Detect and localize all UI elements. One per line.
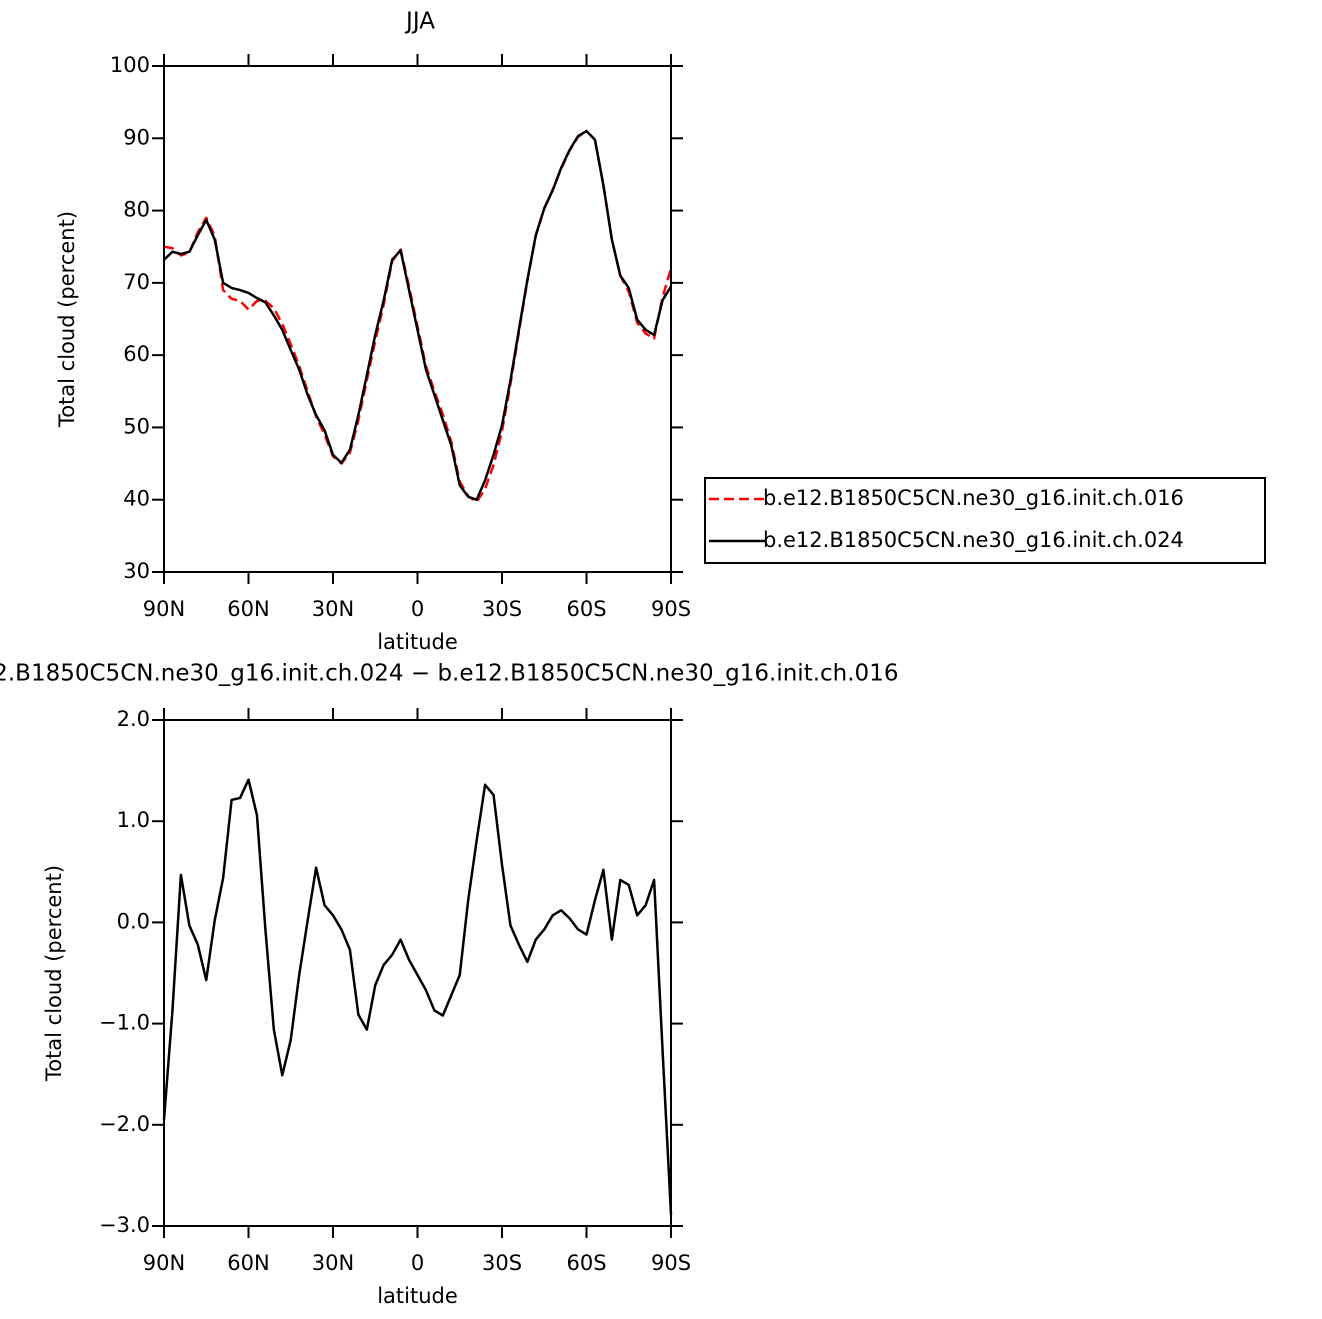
y-tick-label: 60 (123, 342, 150, 366)
y-tick-label: 70 (123, 270, 150, 294)
x-tick-label: 60S (566, 1251, 606, 1275)
plot-frame (163, 65, 672, 573)
x-axis-label: latitude (377, 630, 458, 654)
x-tick-label: 30S (482, 597, 522, 621)
x-tick-label: 90S (651, 597, 691, 621)
x-tick-label: 90N (143, 597, 185, 621)
data-line (163, 129, 673, 504)
data-line (162, 778, 673, 1215)
x-tick-label: 0 (411, 597, 424, 621)
legend-label: b.e12.B1850C5CN.ne30_g16.init.ch.016 (763, 486, 1184, 511)
x-tick-label: 60S (566, 597, 606, 621)
legend-label: b.e12.B1850C5CN.ne30_g16.init.ch.024 (763, 528, 1184, 553)
plot-frame (163, 719, 672, 1227)
x-tick-label: 30N (312, 1251, 354, 1275)
y-tick-label: 0.0 (117, 909, 150, 933)
y-axis-label: Total cloud (percent) (42, 865, 66, 1082)
x-tick-label: 0 (411, 1251, 424, 1275)
y-tick-label: 100 (110, 53, 150, 77)
y-tick-label: 90 (123, 125, 150, 149)
data-line (163, 129, 673, 501)
y-tick-label: 40 (123, 487, 150, 511)
chart-title: JJA (404, 9, 435, 35)
y-tick-label: −2.0 (99, 1112, 150, 1136)
y-tick-label: 50 (123, 414, 150, 438)
x-axis-label: latitude (377, 1284, 458, 1308)
y-tick-label: −3.0 (99, 1213, 150, 1237)
chart-title: b.e12.B1850C5CN.ne30_g16.init.ch.024 − b… (0, 661, 898, 687)
y-tick-label: 2.0 (117, 707, 150, 731)
y-tick-label: 30 (123, 559, 150, 583)
y-tick-label: 1.0 (117, 808, 150, 832)
legend-box (704, 477, 1266, 564)
x-tick-label: 90S (651, 1251, 691, 1275)
y-tick-label: 80 (123, 198, 150, 222)
x-tick-label: 90N (143, 1251, 185, 1275)
y-tick-label: −1.0 (99, 1011, 150, 1035)
x-tick-label: 30S (482, 1251, 522, 1275)
x-tick-label: 30N (312, 597, 354, 621)
y-axis-label: Total cloud (percent) (55, 211, 79, 428)
x-tick-label: 60N (227, 597, 269, 621)
x-tick-label: 60N (227, 1251, 269, 1275)
